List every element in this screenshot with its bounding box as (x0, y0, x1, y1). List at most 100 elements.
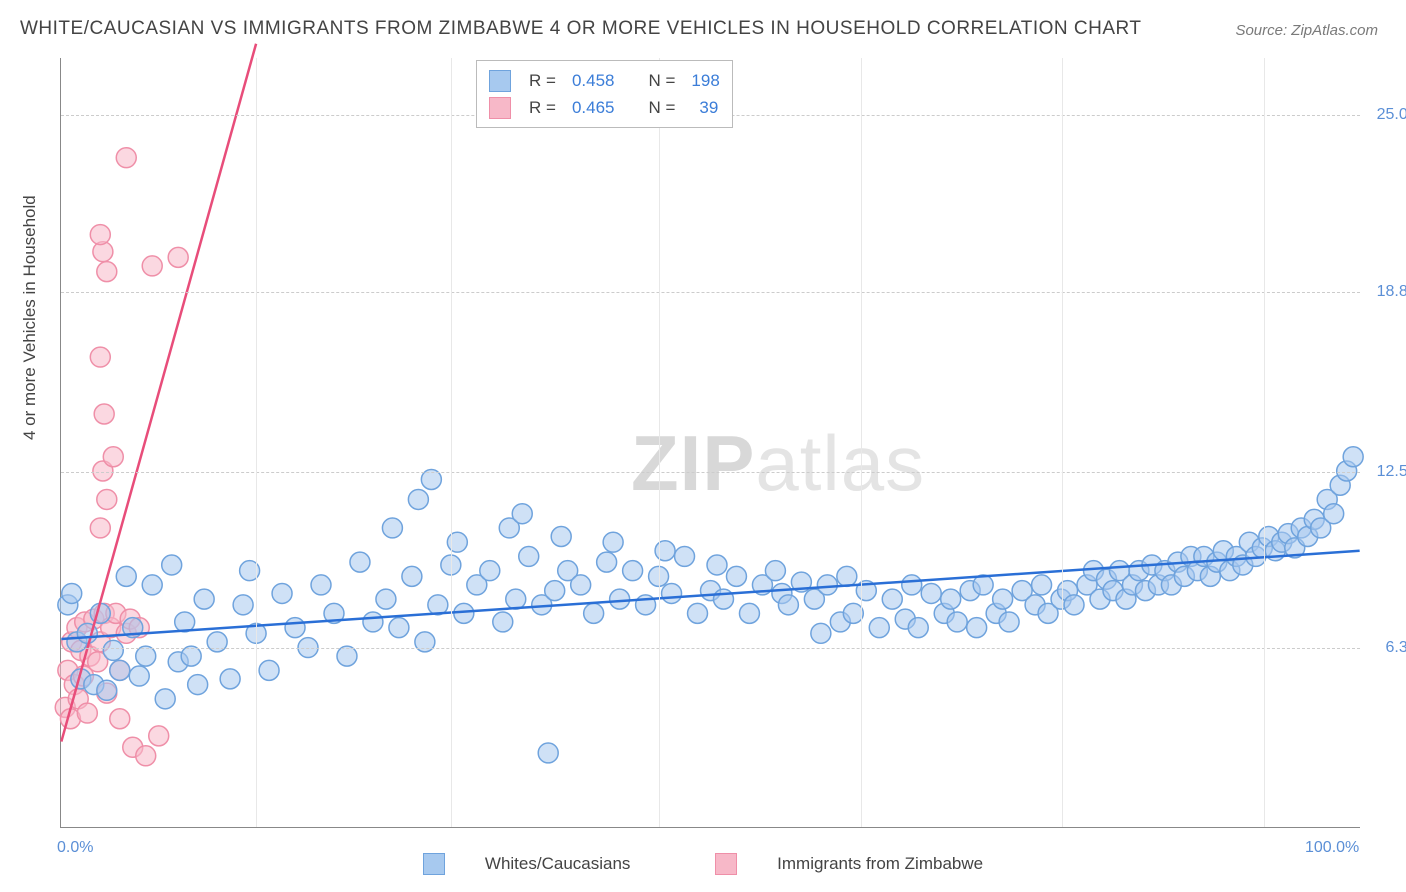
data-point (837, 566, 857, 586)
data-point (110, 660, 130, 680)
n-label-1: N = (648, 67, 675, 94)
gridline-v (659, 58, 660, 827)
data-point (285, 618, 305, 638)
gridline-v (861, 58, 862, 827)
data-point (194, 589, 214, 609)
legend-swatch-blue-icon (423, 853, 445, 875)
data-point (454, 603, 474, 623)
data-point (311, 575, 331, 595)
data-point (129, 666, 149, 686)
data-point (811, 623, 831, 643)
data-point (921, 583, 941, 603)
n-label-2: N = (648, 94, 675, 121)
data-point (603, 532, 623, 552)
data-point (902, 575, 922, 595)
legend-label-1: Whites/Caucasians (485, 854, 631, 874)
data-point (545, 581, 565, 601)
n-value-2: 39 (699, 94, 718, 121)
data-point (259, 660, 279, 680)
data-point (688, 603, 708, 623)
data-point (350, 552, 370, 572)
y-tick-label: 18.8% (1377, 283, 1406, 301)
data-point (402, 566, 422, 586)
data-point (597, 552, 617, 572)
data-point (62, 583, 82, 603)
data-point (869, 618, 889, 638)
r-value-1: 0.458 (572, 67, 615, 94)
data-point (168, 247, 188, 267)
data-point (623, 561, 643, 581)
data-point (571, 575, 591, 595)
data-point (97, 262, 117, 282)
data-point (817, 575, 837, 595)
data-point (512, 504, 532, 524)
data-point (1343, 447, 1363, 467)
data-point (363, 612, 383, 632)
data-point (1324, 504, 1344, 524)
data-point (675, 546, 695, 566)
correlation-legend: R = 0.458 N = 198 R = 0.465 N = 39 (476, 60, 733, 128)
data-point (1032, 575, 1052, 595)
data-point (142, 256, 162, 276)
data-point (103, 640, 123, 660)
data-point (967, 618, 987, 638)
data-point (999, 612, 1019, 632)
chart-title: WHITE/CAUCASIAN VS IMMIGRANTS FROM ZIMBA… (20, 18, 1142, 40)
data-point (551, 527, 571, 547)
gridline-v (256, 58, 257, 827)
data-point (941, 589, 961, 609)
data-point (376, 589, 396, 609)
data-point (142, 575, 162, 595)
data-point (110, 709, 130, 729)
data-point (480, 561, 500, 581)
data-point (233, 595, 253, 615)
y-tick-label: 25.0% (1377, 106, 1406, 124)
data-point (97, 489, 117, 509)
data-point (662, 583, 682, 603)
data-point (408, 489, 428, 509)
data-point (493, 612, 513, 632)
data-point (382, 518, 402, 538)
data-point (739, 603, 759, 623)
data-point (947, 612, 967, 632)
data-point (149, 726, 169, 746)
data-point (162, 555, 182, 575)
data-point (726, 566, 746, 586)
chart-plot-area: ZIPatlas 6.3%12.5%18.8%25.0%0.0%100.0% (60, 58, 1360, 828)
data-point (882, 589, 902, 609)
data-point (778, 595, 798, 615)
data-point (103, 447, 123, 467)
data-point (908, 618, 928, 638)
data-point (1064, 595, 1084, 615)
data-point (993, 589, 1013, 609)
data-point (136, 746, 156, 766)
legend-swatch-pink-icon (715, 853, 737, 875)
data-point (90, 225, 110, 245)
gridline-v (1264, 58, 1265, 827)
data-point (506, 589, 526, 609)
n-value-1: 198 (691, 67, 719, 94)
data-point (421, 470, 441, 490)
series-legend: Whites/Caucasians Immigrants from Zimbab… (0, 853, 1406, 880)
data-point (94, 404, 114, 424)
data-point (519, 546, 539, 566)
data-point (272, 583, 292, 603)
data-point (220, 669, 240, 689)
r-label-1: R = (529, 67, 556, 94)
source-label: Source: ZipAtlas.com (1235, 22, 1378, 39)
data-point (116, 148, 136, 168)
data-point (389, 618, 409, 638)
data-point (155, 689, 175, 709)
data-point (116, 566, 136, 586)
y-tick-label: 6.3% (1386, 639, 1406, 657)
r-label-2: R = (529, 94, 556, 121)
data-point (77, 703, 97, 723)
r-value-2: 0.465 (572, 94, 615, 121)
data-point (713, 589, 733, 609)
y-tick-label: 12.5% (1377, 463, 1406, 481)
gridline-v (451, 58, 452, 827)
legend-swatch-pink (489, 97, 511, 119)
data-point (188, 675, 208, 695)
gridline-v (1062, 58, 1063, 827)
legend-swatch-blue (489, 70, 511, 92)
